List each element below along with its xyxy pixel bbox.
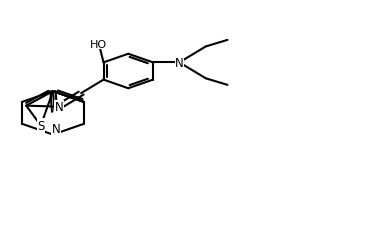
Text: S: S <box>37 120 44 132</box>
Text: HO: HO <box>90 39 108 49</box>
Text: N: N <box>54 101 63 114</box>
Text: N: N <box>175 57 184 70</box>
Text: N: N <box>52 123 60 136</box>
